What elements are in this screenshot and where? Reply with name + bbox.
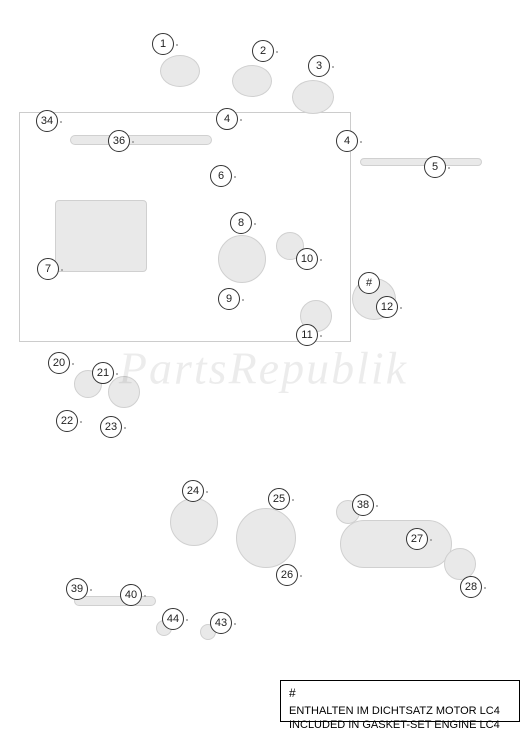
callout-2[interactable]: 2 — [252, 40, 274, 62]
part-silhouette — [232, 65, 272, 97]
callout-39[interactable]: 39 — [66, 578, 88, 600]
callout-40[interactable]: 40 — [120, 584, 142, 606]
callout-7[interactable]: 7 — [37, 258, 59, 280]
part-silhouette — [74, 596, 156, 606]
part-silhouette — [292, 80, 334, 114]
callout-leader-dot — [332, 66, 334, 68]
callout-leader-dot — [376, 505, 378, 507]
callout-6[interactable]: 6 — [210, 165, 232, 187]
callout-leader-dot — [360, 141, 362, 143]
callout-leader-dot — [300, 575, 302, 577]
callout-9[interactable]: 9 — [218, 288, 240, 310]
callout-1[interactable]: 1 — [152, 33, 174, 55]
callout-leader-dot — [292, 499, 294, 501]
part-silhouette — [160, 55, 200, 87]
callout-12[interactable]: 12 — [376, 296, 398, 318]
footnote-line2: INCLUDED IN GASKET-SET ENGINE LC4 — [289, 719, 500, 731]
callout-leader-dot — [72, 363, 74, 365]
callout-44[interactable]: 44 — [162, 608, 184, 630]
callout-leader-dot — [90, 589, 92, 591]
diagram-panel-outline — [19, 112, 351, 342]
callout-26[interactable]: 26 — [276, 564, 298, 586]
callout-28[interactable]: 28 — [460, 576, 482, 598]
callout-leader-dot — [206, 491, 208, 493]
callout-8[interactable]: 8 — [230, 212, 252, 234]
callout-leader-dot — [124, 427, 126, 429]
callout-leader-dot — [176, 44, 178, 46]
callout-leader-dot — [186, 619, 188, 621]
callout-43[interactable]: 43 — [210, 612, 232, 634]
footnote-text: ENTHALTEN IM DICHTSATZ MOTOR LC4 INCLUDE… — [289, 704, 500, 732]
footnote-line1: ENTHALTEN IM DICHTSATZ MOTOR LC4 — [289, 705, 500, 717]
footnote-box: # ENTHALTEN IM DICHTSATZ MOTOR LC4 INCLU… — [280, 680, 520, 722]
callout-10[interactable]: 10 — [296, 248, 318, 270]
callout-leader-dot — [448, 167, 450, 169]
part-silhouette — [360, 158, 482, 166]
callout-21[interactable]: 21 — [92, 362, 114, 384]
callout-27[interactable]: 27 — [406, 528, 428, 550]
footnote-hash: # — [289, 686, 296, 700]
callout-leader-dot — [234, 623, 236, 625]
callout-4[interactable]: 4 — [336, 130, 358, 152]
watermark-text: PartsRepublik — [119, 342, 408, 395]
callout-4[interactable]: 4 — [216, 108, 238, 130]
callout-22[interactable]: 22 — [56, 410, 78, 432]
callout-25[interactable]: 25 — [268, 488, 290, 510]
callout-leader-dot — [116, 373, 118, 375]
callout-20[interactable]: 20 — [48, 352, 70, 374]
callout-34[interactable]: 34 — [36, 110, 58, 132]
gasket-set-reference-icon: # — [358, 272, 380, 294]
callout-38[interactable]: 38 — [352, 494, 374, 516]
callout-24[interactable]: 24 — [182, 480, 204, 502]
callout-36[interactable]: 36 — [108, 130, 130, 152]
callout-leader-dot — [276, 51, 278, 53]
part-silhouette — [170, 498, 218, 546]
callout-leader-dot — [430, 539, 432, 541]
part-silhouette — [108, 376, 140, 408]
callout-23[interactable]: 23 — [100, 416, 122, 438]
callout-leader-dot — [484, 587, 486, 589]
callout-11[interactable]: 11 — [296, 324, 318, 346]
callout-leader-dot — [80, 421, 82, 423]
callout-5[interactable]: 5 — [424, 156, 446, 178]
callout-3[interactable]: 3 — [308, 55, 330, 77]
part-silhouette — [236, 508, 296, 568]
part-silhouette — [340, 520, 452, 568]
callout-leader-dot — [144, 595, 146, 597]
diagram-canvas: PartsRepublik 12344567891011122021222324… — [0, 0, 527, 736]
callout-leader-dot — [400, 307, 402, 309]
